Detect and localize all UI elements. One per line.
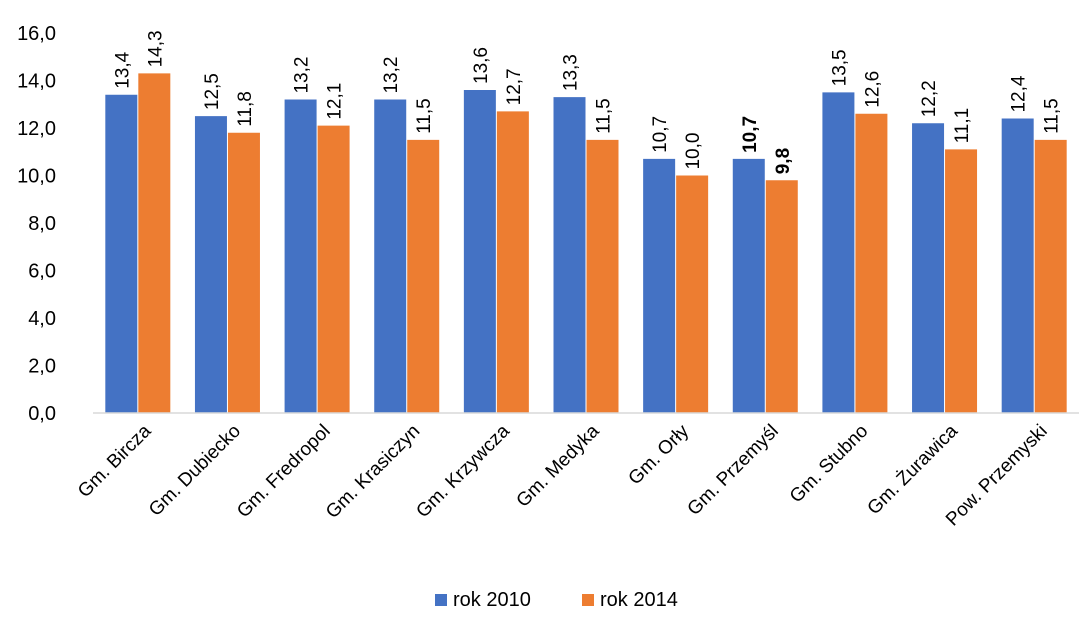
data-label: 11,5 — [414, 98, 435, 134]
bar-rok-2010 — [284, 99, 317, 413]
data-label: 11,8 — [235, 91, 256, 127]
data-label: 13,6 — [471, 47, 492, 84]
x-tick-label: Gm. Orły — [625, 420, 694, 489]
x-tick-label: Gm. Stubno — [786, 421, 873, 508]
data-label: 12,7 — [504, 68, 525, 105]
data-label: 13,5 — [829, 49, 850, 86]
bar-rok-2014 — [855, 113, 888, 413]
bar-rok-2010 — [822, 92, 855, 413]
legend-label: rok 2014 — [600, 589, 678, 611]
bar-rok-2014 — [586, 139, 619, 413]
bar-rok-2014 — [227, 132, 260, 413]
data-label: 9,8 — [773, 148, 794, 174]
data-label: 10,7 — [740, 116, 761, 153]
bar-rok-2014 — [496, 111, 529, 413]
bar-rok-2014 — [945, 149, 978, 413]
data-label: 11,1 — [952, 108, 973, 144]
y-axis-ticks: 0,0 2,0 4,0 6,0 8,0 10,0 12,0 14,0 16,0 — [17, 23, 56, 425]
bar-rok-2010 — [374, 99, 407, 413]
x-tick-label: Gm. Bircza — [74, 420, 156, 502]
legend-swatch — [582, 594, 594, 606]
y-tick-label: 2,0 — [28, 356, 56, 378]
data-label: 12,1 — [325, 83, 346, 120]
bar-rok-2014 — [765, 180, 798, 413]
data-label: 12,5 — [202, 73, 223, 110]
bar-rok-2010 — [643, 158, 676, 413]
x-tick-label: Gm. Fredropol — [233, 421, 334, 522]
bar-rok-2014 — [317, 125, 350, 413]
bar-rok-2010 — [194, 116, 227, 413]
y-tick-label: 6,0 — [28, 261, 56, 283]
bar-rok-2014 — [1034, 139, 1067, 413]
bar-rok-2014 — [676, 175, 709, 413]
data-labels: 13,4 14,3 12,5 11,8 13,2 12,1 13,2 11,5 13,6 12,7… — [112, 30, 1062, 174]
data-label: 10,0 — [683, 133, 704, 170]
bar-rok-2010 — [463, 90, 496, 413]
data-label: 12,4 — [1009, 75, 1030, 112]
y-tick-label: 10,0 — [17, 166, 56, 188]
legend: rok 2010 rok 2014 — [435, 589, 678, 611]
data-label: 13,2 — [292, 57, 313, 94]
data-label: 11,5 — [1042, 98, 1063, 134]
y-tick-label: 0,0 — [28, 403, 56, 425]
bar-rok-2010 — [732, 158, 765, 413]
legend-label: rok 2010 — [453, 589, 531, 611]
bar-rok-2010 — [105, 94, 138, 413]
bar-rok-2010 — [1001, 118, 1034, 413]
x-tick-label: Gm. Krasiczyn — [322, 421, 424, 523]
x-tick-label: Gm. Krzywcza — [412, 420, 514, 522]
legend-swatch — [435, 594, 447, 606]
y-tick-label: 16,0 — [17, 23, 56, 45]
bar-rok-2010 — [912, 123, 945, 413]
bar-rok-2014 — [138, 73, 171, 413]
data-label: 10,7 — [650, 116, 671, 153]
bar-rok-2010 — [553, 97, 586, 413]
x-tick-label: Gm. Przemyśl — [684, 421, 783, 520]
data-label: 14,3 — [145, 30, 166, 67]
bars — [105, 73, 1067, 413]
x-tick-label: Gm. Żurawica — [864, 420, 963, 519]
y-tick-label: 8,0 — [28, 213, 56, 235]
data-label: 12,6 — [862, 71, 883, 108]
x-tick-label: Gm. Medyka — [513, 420, 604, 511]
data-label: 13,2 — [381, 57, 402, 94]
data-label: 12,2 — [919, 80, 940, 117]
bar-rok-2014 — [407, 139, 440, 413]
data-label: 13,4 — [112, 51, 133, 88]
y-tick-label: 14,0 — [17, 71, 56, 93]
y-tick-label: 12,0 — [17, 118, 56, 140]
data-label: 13,3 — [561, 54, 582, 91]
y-tick-label: 4,0 — [28, 308, 56, 330]
x-tick-label: Gm. Dubiecko — [145, 421, 245, 521]
data-label: 11,5 — [594, 98, 615, 134]
